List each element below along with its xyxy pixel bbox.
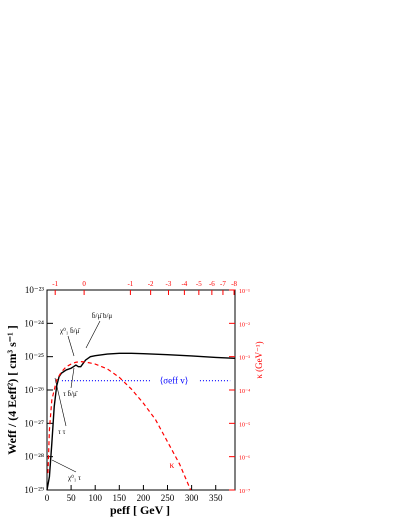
y2-tick-label: 10⁻⁴ bbox=[239, 389, 250, 395]
y-tick-label: 10⁻²⁹ bbox=[24, 485, 44, 495]
annotation: τ τ bbox=[58, 428, 66, 436]
annotation-arrow bbox=[70, 367, 75, 389]
x2-tick-label: -7 bbox=[220, 280, 226, 288]
x2-tick-label: -6 bbox=[209, 280, 215, 288]
y2-tick-label: 10⁻² bbox=[239, 322, 250, 328]
y2-tick-label: 10⁻⁷ bbox=[239, 489, 250, 495]
annotation: b̄/μ̄ b/μ bbox=[92, 312, 113, 320]
series-line bbox=[46, 352, 236, 491]
y-tick-label: 10⁻²⁷ bbox=[24, 418, 44, 428]
annotation-arrow bbox=[85, 320, 101, 349]
y2-tick-label: 10⁻⁵ bbox=[239, 422, 250, 428]
annotation-arrow bbox=[51, 459, 77, 473]
x2-tick-label: -2 bbox=[148, 280, 154, 288]
y2-axis-label: κ (GeV⁻¹) bbox=[254, 341, 264, 378]
y2-tick-label: 10⁻³ bbox=[239, 356, 250, 362]
x-axis-label: peff [ GeV ] bbox=[110, 503, 170, 517]
x2-tick-label: 0 bbox=[82, 280, 86, 288]
y-tick-label: 10⁻²³ bbox=[25, 285, 44, 295]
annotation-arrow bbox=[54, 377, 67, 427]
x-tick-label: 0 bbox=[45, 493, 50, 503]
x-tick-label: 350 bbox=[209, 493, 223, 503]
x2-tick-label: -5 bbox=[196, 280, 202, 288]
x2-tick-label: -8 bbox=[231, 280, 237, 288]
y-tick-label: 10⁻²⁶ bbox=[24, 385, 44, 395]
y-tick-label: 10⁻²⁸ bbox=[24, 452, 44, 462]
x-tick-label: 300 bbox=[185, 493, 199, 503]
y-tick-label: 10⁻²⁴ bbox=[24, 318, 44, 328]
y2-tick-label: 10⁻¹ bbox=[239, 289, 250, 295]
y-tick-label: 10⁻²⁵ bbox=[24, 352, 44, 362]
x-tick-label: 250 bbox=[161, 493, 175, 503]
x-tick-label: 100 bbox=[88, 493, 102, 503]
label-bg bbox=[150, 374, 198, 387]
annotation-arrow bbox=[67, 335, 75, 357]
y2-tick-label: 10⁻⁶ bbox=[239, 456, 250, 462]
series-label: κ bbox=[170, 460, 175, 470]
y-axis-label: Weff / (4 Eeff²) [ cm³ s⁻¹ ] bbox=[5, 325, 19, 454]
series-label: ⟨σeff v⟩ bbox=[160, 376, 188, 386]
annotation: χ⁰₁ b̄/μ̄ bbox=[60, 327, 81, 335]
x2-tick-label: -1 bbox=[52, 280, 58, 288]
x2-tick-label: -4 bbox=[181, 280, 187, 288]
x-tick-label: 150 bbox=[113, 493, 127, 503]
annotation: τ b̄/μ̄ bbox=[63, 390, 79, 398]
x-tick-label: 200 bbox=[137, 493, 151, 503]
x2-tick-label: -3 bbox=[166, 280, 172, 288]
x-tick-label: 50 bbox=[67, 493, 77, 503]
x2-tick-label: -1 bbox=[127, 280, 133, 288]
series-line bbox=[47, 361, 192, 491]
annotation: χ⁰₁ τ bbox=[68, 474, 81, 482]
